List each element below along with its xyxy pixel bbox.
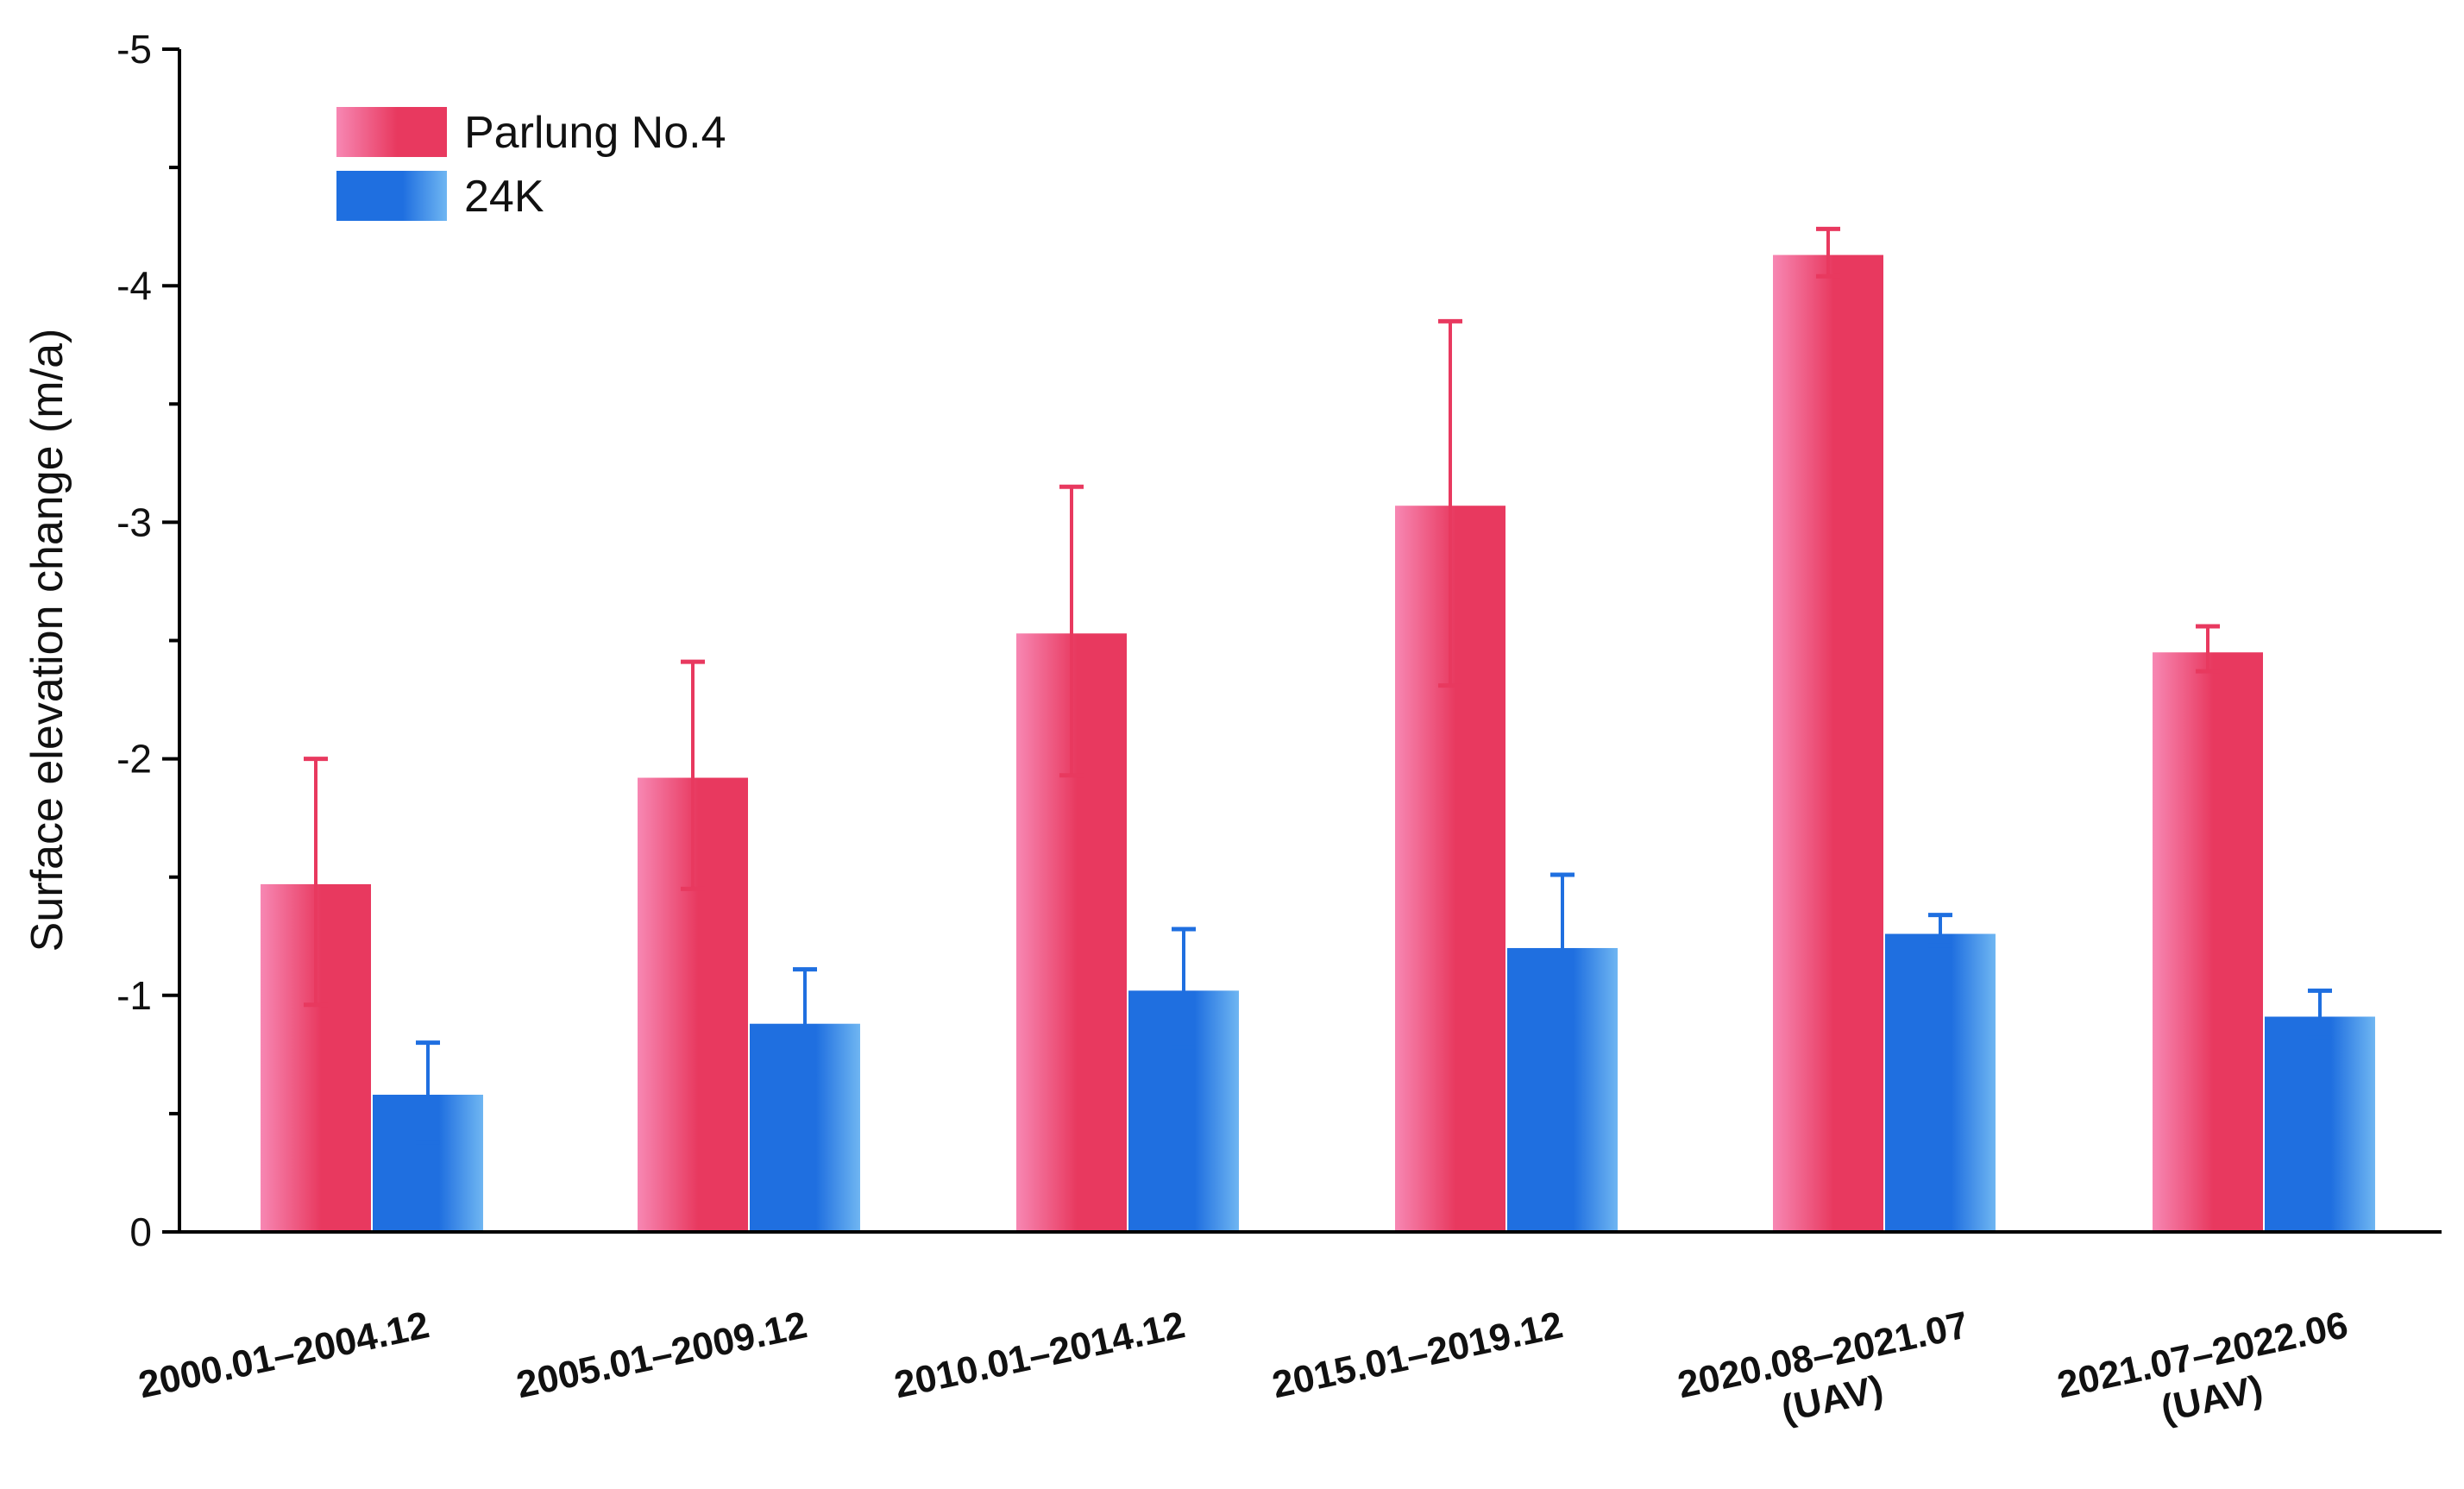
bar-24k <box>1885 933 1996 1232</box>
x-tick-labels: 2000.01–2004.12 2005.01–2009.12 2010.01–20… <box>135 1304 2360 1450</box>
legend-label-parlung: Parlung No.4 <box>464 108 726 158</box>
error-bar-parlung <box>1438 318 1462 688</box>
error-bar-parlung <box>1816 226 1840 279</box>
error-bar-24k <box>1550 872 1575 1019</box>
x-tick-label: 2020.08–2021.07(UAV) <box>1674 1304 1981 1450</box>
bar-parlung <box>2153 652 2263 1232</box>
bars-layer <box>261 254 2375 1233</box>
error-bar-24k <box>2308 988 2332 1040</box>
x-tick-label-line: 2015.01–2019.12 <box>1268 1304 1566 1406</box>
y-tick-label: -2 <box>116 737 152 782</box>
error-bar-24k <box>416 1040 440 1145</box>
legend-swatch-parlung <box>336 107 447 157</box>
legend: Parlung No.4 24K <box>336 107 726 222</box>
bar-parlung <box>1773 254 1883 1233</box>
error-bar-24k <box>1172 927 1196 1050</box>
x-tick-label: 2005.01–2009.12 <box>512 1304 810 1406</box>
error-bar-parlung <box>304 757 328 1008</box>
y-tick-label: -5 <box>116 27 152 72</box>
error-bar-parlung <box>681 659 705 891</box>
x-tick-label: 2021.07–2022.06(UAV) <box>2053 1304 2360 1450</box>
error-bar-24k <box>793 967 817 1078</box>
error-bars-layer <box>304 226 2332 1145</box>
x-tick-label-line: 2010.01–2014.12 <box>890 1304 1188 1406</box>
y-tick-label: -4 <box>116 263 152 308</box>
y-tick-label: 0 <box>129 1209 152 1254</box>
y-tick-label: -3 <box>116 499 152 544</box>
y-axis-title: Surface elevation change (m/a) <box>22 329 72 952</box>
y-ticks: 0 -1 -2 -3 -4 -5 <box>116 27 179 1254</box>
x-tick-label-line: 2005.01–2009.12 <box>512 1304 810 1406</box>
axes <box>178 49 2442 1234</box>
legend-swatch-24k <box>336 171 447 221</box>
error-bar-parlung <box>2196 624 2220 674</box>
bar-24k <box>2265 1016 2375 1232</box>
x-tick-label-line: 2000.01–2004.12 <box>135 1304 432 1406</box>
legend-label-24k: 24K <box>464 172 544 222</box>
y-tick-label: -1 <box>116 973 152 1018</box>
x-tick-label: 2015.01–2019.12 <box>1268 1304 1566 1406</box>
x-tick-label: 2010.01–2014.12 <box>890 1304 1188 1406</box>
x-tick-label: 2000.01–2004.12 <box>135 1304 432 1406</box>
error-bar-parlung <box>1059 484 1084 778</box>
error-bar-24k <box>1928 913 1952 948</box>
